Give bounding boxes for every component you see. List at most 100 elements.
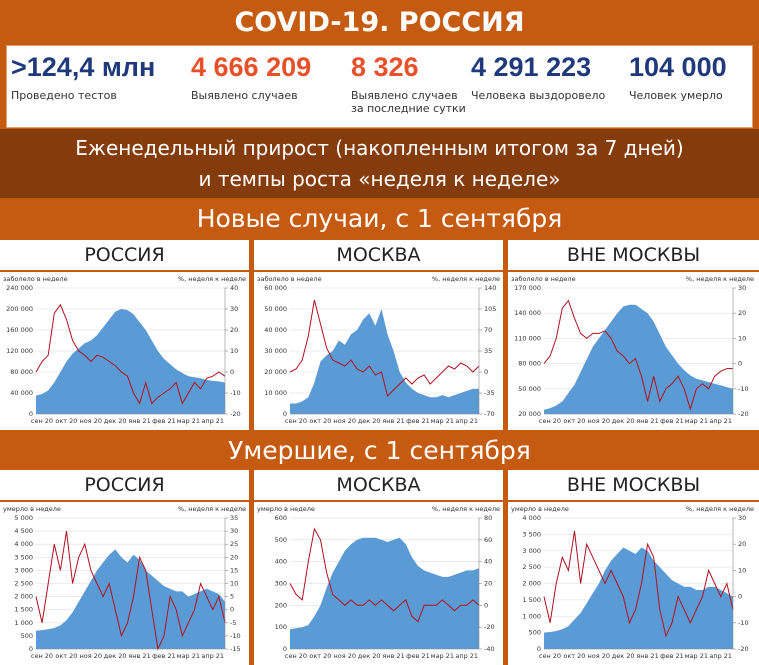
y2-axis-title: %, неделя к неделе	[432, 505, 500, 513]
y2-tick-label: 60	[484, 536, 492, 544]
y-tick-label: 110 000	[514, 334, 541, 342]
x-tick-label: янв 21	[128, 417, 150, 425]
x-tick-label: ноя 20	[334, 417, 356, 425]
y-tick-label: 240 000	[6, 284, 33, 292]
y2-tick-label: 25	[230, 540, 238, 548]
x-tick-label: фев 21	[152, 417, 176, 425]
y2-tick-label: 80	[484, 514, 492, 522]
y2-tick-label: 0	[484, 368, 488, 376]
x-tick-label: мар 21	[177, 417, 200, 425]
y-tick-label: 500	[21, 632, 33, 640]
weekly-area	[36, 549, 225, 649]
y-tick-label: 60 000	[264, 284, 287, 292]
y2-tick-label: 70	[484, 326, 492, 334]
growth-line	[289, 527, 480, 623]
chart-panel: ВНЕ МОСКВЫ заболело в неделе %, неделя к н…	[508, 240, 759, 430]
y2-tick-label: 0	[484, 601, 488, 609]
x-tick-label: янв 21	[636, 652, 658, 660]
y2-tick-label: 20	[738, 309, 746, 317]
stat: 8 326 Выявлено случаев за последние сутки	[351, 52, 466, 115]
y2-tick-label: 10	[738, 566, 746, 574]
y-tick-label: 30 000	[264, 347, 287, 355]
y-tick-label: 500	[275, 536, 287, 544]
banner-line: и темпы роста «неделя к неделе»	[198, 167, 561, 191]
y-tick-label: 600	[275, 514, 287, 522]
y-axis-title: умерло в неделе	[257, 505, 315, 513]
y2-tick-label: 0	[738, 593, 742, 601]
y-tick-label: 2 500	[522, 563, 541, 571]
y-tick-label: 4 500	[14, 527, 33, 535]
y2-tick-label: 10	[738, 334, 746, 342]
x-tick-label: апр 21	[709, 652, 732, 660]
x-tick-label: фев 21	[660, 417, 684, 425]
y2-tick-label: 140	[484, 284, 496, 292]
stat: 104 000 Человек умерло	[629, 52, 744, 102]
y2-tick-label: -10	[230, 632, 241, 640]
chart-panel: МОСКВА умерло в неделе %, неделя к неделе 0…	[254, 470, 503, 665]
header-title: COVID-19. РОССИЯ	[234, 7, 525, 38]
y-tick-label: 3 000	[14, 566, 33, 574]
x-tick-label: окт 20	[563, 417, 585, 425]
banner: Еженедельный прирост (накопленным итогом…	[0, 129, 759, 198]
y2-tick-label: -10	[738, 385, 749, 393]
y-tick-label: 0	[29, 645, 33, 653]
y-tick-label: 160 000	[6, 326, 33, 334]
y2-tick-label: 15	[230, 566, 238, 574]
chart-title: МОСКВА	[254, 240, 503, 272]
x-tick-label: янв 21	[636, 417, 658, 425]
y2-axis-title: %, неделя к неделе	[178, 505, 246, 513]
chart: заболело в неделе %, неделя к неделе 0 40 0…	[3, 275, 246, 425]
x-tick-label: ноя 20	[80, 417, 102, 425]
y-tick-label: 0	[29, 410, 33, 418]
chart-title: ВНЕ МОСКВЫ	[508, 240, 759, 272]
y-tick-label: 3 500	[522, 530, 541, 538]
y-tick-label: 20 000	[518, 410, 541, 418]
x-tick-label: окт 20	[55, 652, 77, 660]
x-tick-label: мар 21	[685, 417, 708, 425]
weekly-area	[36, 309, 225, 414]
y-tick-label: 200 000	[6, 305, 33, 313]
x-tick-label: сен 20	[539, 417, 561, 425]
x-tick-label: фев 21	[660, 652, 684, 660]
stat-value: 8 326	[351, 52, 419, 82]
chart-panel: ВНЕ МОСКВЫ умерло в неделе %, неделя к нед…	[508, 470, 759, 665]
y-tick-label: 50 000	[264, 305, 287, 313]
y2-tick-label: -20	[738, 410, 749, 418]
chart-title: РОССИЯ	[0, 470, 249, 502]
y2-tick-label: 10	[230, 347, 238, 355]
y-tick-label: 120 000	[6, 347, 33, 355]
y2-axis-title: %, неделя к неделе	[432, 275, 500, 283]
weekly-area	[544, 304, 733, 414]
y-tick-label: 400	[275, 558, 287, 566]
y2-tick-label: 35	[484, 347, 492, 355]
x-tick-label: фев 21	[406, 417, 430, 425]
x-tick-label: апр 21	[455, 417, 478, 425]
y-tick-label: 1 000	[522, 612, 541, 620]
y-tick-label: 80 000	[518, 360, 541, 368]
x-tick-label: сен 20	[539, 652, 561, 660]
y2-tick-label: -10	[738, 619, 749, 627]
x-tick-label: сен 20	[285, 417, 307, 425]
y-tick-label: 40 000	[264, 326, 287, 334]
growth-line	[35, 531, 226, 651]
x-tick-label: окт 20	[563, 652, 585, 660]
y2-tick-label: -15	[230, 645, 241, 653]
y2-tick-label: 105	[484, 305, 496, 313]
y2-tick-label: -70	[484, 410, 495, 418]
y2-tick-label: 10	[230, 580, 238, 588]
x-tick-label: янв 21	[382, 652, 404, 660]
x-tick-label: апр 21	[455, 652, 478, 660]
y2-tick-label: -5	[230, 619, 236, 627]
y-tick-label: 40 000	[10, 389, 33, 397]
x-tick-label: дек 20	[612, 417, 635, 425]
y-tick-label: 2 000	[522, 580, 541, 588]
y-axis-title: заболело в неделе	[257, 275, 322, 283]
stat-label: Человека выздоровело	[471, 89, 606, 102]
x-tick-label: дек 20	[358, 652, 381, 660]
y2-tick-label: 0	[230, 606, 234, 614]
x-tick-label: ноя 20	[588, 417, 610, 425]
y2-tick-label: -10	[230, 389, 241, 397]
y2-tick-label: 0	[230, 368, 234, 376]
x-tick-label: мар 21	[431, 652, 454, 660]
stat: 4 291 223 Человека выздоровело	[471, 52, 621, 102]
